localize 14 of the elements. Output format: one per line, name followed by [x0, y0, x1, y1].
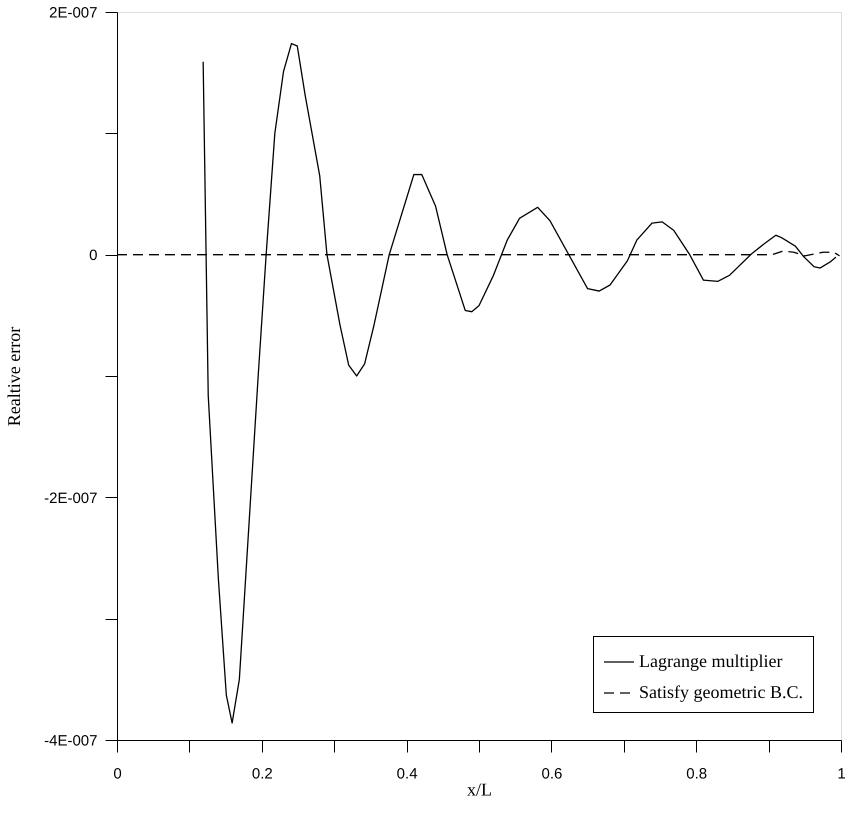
y-axis-title: Realtive error: [4, 326, 24, 426]
x-axis-title: x/L: [467, 780, 492, 800]
y-tick-label: 2E-007: [49, 4, 98, 22]
y-tick-label: 0: [89, 247, 98, 264]
legend-label: Lagrange multiplier: [639, 651, 782, 671]
x-tick-label: 0.6: [541, 766, 562, 782]
y-tick-label: -2E-007: [44, 490, 98, 507]
legend-label: Satisfy geometric B.C.: [639, 682, 803, 702]
x-tick-label: 0.8: [686, 766, 708, 782]
x-tick-label: 0: [113, 766, 122, 782]
x-tick-label: 0.2: [252, 766, 273, 782]
y-tick-label: -4E-007: [44, 732, 98, 750]
x-tick-label: 0.4: [396, 766, 418, 782]
x-tick-label: 1: [837, 766, 846, 782]
